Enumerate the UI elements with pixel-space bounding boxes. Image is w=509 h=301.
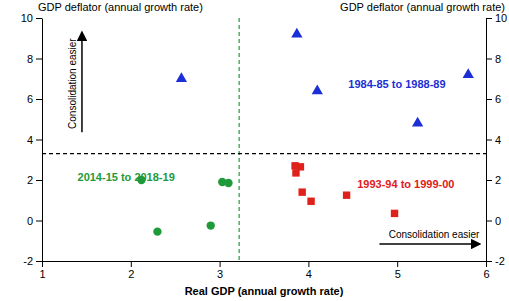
plot-area — [42, 18, 486, 261]
tick: 8 — [486, 53, 501, 65]
tick-mark — [486, 18, 492, 19]
tick-mark — [486, 261, 492, 262]
tick: 0 — [27, 215, 42, 227]
tick-label: 2 — [495, 174, 501, 186]
tick-label: 5 — [395, 268, 401, 280]
tick-mark — [486, 59, 492, 60]
point — [412, 117, 423, 127]
tick-label: 6 — [495, 93, 501, 105]
tick-mark — [486, 140, 492, 141]
tick-mark — [131, 261, 132, 267]
tick-label: 4 — [306, 268, 312, 280]
tick-label: 8 — [27, 53, 33, 65]
point — [343, 191, 350, 198]
tick: 2 — [27, 174, 42, 186]
tick: -2 — [23, 255, 42, 267]
tick: 4 — [306, 261, 312, 280]
tick-label: 4 — [495, 134, 501, 146]
arrow — [81, 33, 83, 133]
tick: 0 — [486, 215, 501, 227]
tick-label: 3 — [217, 268, 223, 280]
tick-mark — [308, 261, 309, 267]
point — [463, 68, 474, 78]
tick: 3 — [217, 261, 223, 280]
point — [292, 169, 299, 176]
tick-label: 0 — [27, 215, 33, 227]
point — [291, 28, 302, 38]
tick-mark — [36, 59, 42, 60]
tick: 6 — [486, 93, 501, 105]
tick: 1 — [39, 261, 45, 280]
y-axis-title: GDP deflator (annual growth rate) — [38, 1, 203, 13]
tick-label: 6 — [483, 268, 489, 280]
x-axis-line — [43, 261, 487, 262]
series — [176, 28, 474, 127]
tick: 2 — [128, 261, 134, 280]
tick: 5 — [395, 261, 401, 280]
tick: -2 — [486, 255, 505, 267]
tick-label: 10 — [21, 12, 33, 24]
reference-line — [42, 153, 486, 154]
tick: 2 — [486, 174, 501, 186]
tick-label: 6 — [27, 93, 33, 105]
tick-mark — [36, 99, 42, 100]
tick: 10 — [486, 12, 507, 24]
tick-mark — [220, 261, 221, 267]
tick-mark — [486, 99, 492, 100]
annotation: Consolidation easier — [67, 38, 78, 129]
annotation: Consolidation easier — [389, 229, 480, 240]
y-axis: -2 0 2 4 6 8 10 — [21, 12, 43, 267]
y2-axis: -2 0 2 4 6 8 10 — [486, 12, 507, 267]
y2-axis-title: GDP deflator (annual growth rate) — [340, 1, 505, 13]
tick: 6 — [483, 261, 489, 280]
tick-mark — [486, 180, 492, 181]
tick: 4 — [27, 134, 42, 146]
point — [298, 188, 305, 195]
reference-line — [239, 18, 240, 261]
tick-mark — [397, 261, 398, 267]
series-label: 1984-85 to 1988-89 — [348, 78, 445, 90]
point — [176, 72, 187, 82]
x-axis: 1 2 3 4 5 6 — [39, 261, 489, 280]
tick-label: 1 — [39, 268, 45, 280]
point — [312, 84, 323, 94]
tick-mark — [36, 221, 42, 222]
chart: 1 2 3 4 5 6 -2 0 2 4 6 8 10 -2 0 2 4 6 8 10 1984-85 to 1988-… — [0, 0, 509, 301]
tick-label: 2 — [27, 174, 33, 186]
tick-label: 4 — [27, 134, 33, 146]
tick-label: 10 — [495, 12, 507, 24]
series-label: 2014-15 to 2018-19 — [78, 171, 175, 183]
tick-label: 2 — [128, 268, 134, 280]
tick-mark — [36, 140, 42, 141]
x-axis-title: Real GDP (annual growth rate) — [185, 285, 344, 297]
arrow — [379, 243, 479, 245]
tick-mark — [486, 221, 492, 222]
y-axis-line — [42, 19, 43, 262]
point — [391, 210, 398, 217]
point — [153, 227, 161, 235]
tick: 8 — [27, 53, 42, 65]
tick-mark — [36, 261, 42, 262]
tick-label: 8 — [495, 53, 501, 65]
tick-mark — [36, 18, 42, 19]
point — [224, 179, 232, 187]
point — [307, 198, 314, 205]
tick-label: -2 — [23, 255, 33, 267]
tick-label: -2 — [495, 255, 505, 267]
series-label: 1993-94 to 1999-00 — [357, 178, 454, 190]
tick: 6 — [27, 93, 42, 105]
point — [207, 221, 215, 229]
tick-mark — [36, 180, 42, 181]
tick-label: 0 — [495, 215, 501, 227]
tick: 10 — [21, 12, 42, 24]
series — [137, 176, 232, 236]
tick-mark — [42, 261, 43, 267]
tick: 4 — [486, 134, 501, 146]
